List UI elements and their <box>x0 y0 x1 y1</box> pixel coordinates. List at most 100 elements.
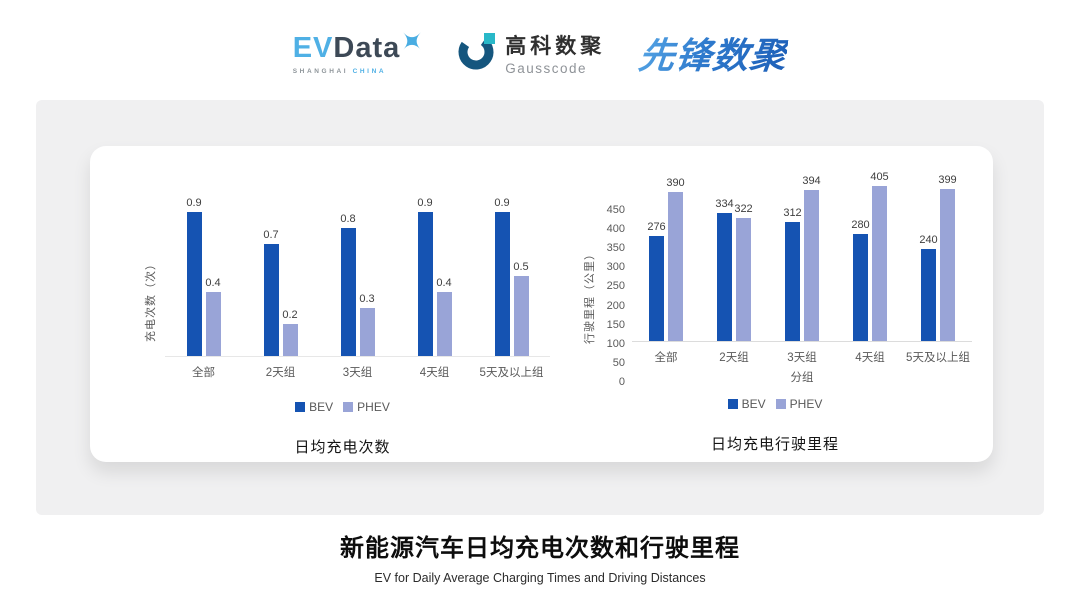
category-label: 5天及以上组 <box>479 367 544 379</box>
y-tick-label: 250 <box>606 280 625 293</box>
bar-group: 0.8 0.3 <box>327 197 389 356</box>
y-tick-label: 200 <box>606 299 625 312</box>
evdata-china-text: CHINA <box>352 67 387 75</box>
data-label: 0.8 <box>340 213 356 225</box>
content-card: 充电次数（次） 0.9 0.4 0.7 0.2 0.8 0.3 0.9 0.4 0.9 0.5 全… <box>36 100 1044 515</box>
category-axis: 全部 2天组 3天组 4天组 5天及以上组 <box>632 349 972 365</box>
category-label: 3天组 <box>342 367 373 379</box>
bev-bar <box>263 244 279 356</box>
phev-bar <box>872 186 887 341</box>
charts-panel: 充电次数（次） 0.9 0.4 0.7 0.2 0.8 0.3 0.9 0.4 0.9 0.5 全… <box>90 146 993 462</box>
category-label: 全部 <box>192 367 215 379</box>
phev-bar <box>736 217 751 341</box>
bar-group: 280 405 <box>839 170 901 341</box>
bar-group: 312 394 <box>771 170 833 341</box>
legend: BEV PHEV <box>295 400 390 414</box>
data-label: 399 <box>938 173 957 186</box>
data-label: 0.5 <box>513 261 529 273</box>
phev-bar <box>359 308 375 356</box>
y-tick-label: 400 <box>606 223 625 236</box>
charging-times-chart: 充电次数（次） 0.9 0.4 0.7 0.2 0.8 0.3 0.9 0.4 0.9 0.5 全… <box>120 197 565 457</box>
phev-bar <box>282 324 298 356</box>
evdata-shanghai-text: SHANGHAI <box>292 67 349 75</box>
legend-label: PHEV <box>789 397 823 411</box>
legend-swatch <box>727 399 738 409</box>
legend-item-bev: BEV <box>727 397 766 411</box>
y-tick-label: 450 <box>606 204 625 216</box>
data-label: 0.9 <box>417 197 433 209</box>
phev-bar <box>940 188 955 341</box>
y-tick-label: 0 <box>618 376 625 388</box>
legend: BEV PHEV <box>727 397 823 411</box>
chart-title: 日均充电行驶里程 <box>710 436 839 453</box>
bar-group: 276 390 <box>635 170 697 341</box>
phev-bar <box>436 292 452 356</box>
bar-group: 240 399 <box>907 170 969 341</box>
legend-label: PHEV <box>357 400 390 414</box>
evdata-ev-text: EV <box>292 31 334 64</box>
data-label: 312 <box>783 206 802 219</box>
y-tick-label: 50 <box>612 356 625 369</box>
bar-group: 334 322 <box>703 170 765 341</box>
y-tick-label: 300 <box>606 261 625 274</box>
category-label: 4天组 <box>855 352 885 364</box>
data-label: 0.4 <box>205 277 221 289</box>
bev-bar <box>186 212 202 356</box>
chart-title: 日均充电次数 <box>294 439 391 456</box>
driving-distance-chart: 行驶里程（公里） 0 50 100 150 200 250 300 350 400 450 276… <box>568 170 982 454</box>
pioneer-logo: 先锋数聚 <box>637 27 790 79</box>
data-label: 334 <box>715 198 734 211</box>
bar-group: 0.9 0.5 <box>481 197 543 356</box>
plot-area: 0.9 0.4 0.7 0.2 0.8 0.3 0.9 0.4 0.9 0.5 <box>165 197 550 357</box>
gausscode-text: 高科数聚 Gausscode <box>505 30 605 76</box>
bev-bar <box>649 235 664 341</box>
legend-item-phev: PHEV <box>343 400 390 414</box>
evdata-wordmark: EV Data <box>293 32 424 65</box>
data-label: 0.4 <box>436 277 452 289</box>
logo-row: EV Data SHANGHAI CHINA 高科数聚 Gausscode 先 <box>0 24 1080 82</box>
bar-group: 0.7 0.2 <box>250 197 312 356</box>
data-label: 0.9 <box>494 197 510 209</box>
legend-swatch <box>295 402 306 412</box>
data-label: 394 <box>802 175 821 188</box>
phev-bar <box>205 292 221 356</box>
data-label: 0.7 <box>263 229 279 241</box>
data-label: 390 <box>666 176 685 189</box>
bev-bar <box>417 212 433 356</box>
legend-swatch <box>775 399 786 409</box>
bev-bar <box>340 228 356 356</box>
x-axis-title: 分组 <box>790 372 814 384</box>
bev-bar <box>717 213 732 341</box>
category-label: 3天组 <box>787 352 817 364</box>
legend-swatch <box>343 402 354 412</box>
data-label: 240 <box>919 234 938 247</box>
footer: 新能源汽车日均充电次数和行驶里程 EV for Daily Average Ch… <box>0 528 1080 585</box>
y-axis-title: 充电次数（次） <box>145 258 157 342</box>
bev-bar <box>494 212 510 356</box>
legend-label: BEV <box>309 400 334 414</box>
bev-bar <box>853 233 868 341</box>
data-label: 280 <box>851 218 870 231</box>
gausscode-logo: 高科数聚 Gausscode <box>457 30 605 76</box>
propeller-x-icon <box>401 26 423 59</box>
data-label: 405 <box>870 171 889 184</box>
main-title: 新能源汽车日均充电次数和行驶里程 <box>340 535 740 562</box>
data-label: 322 <box>734 202 753 215</box>
plot-area: 276 390 334 322 312 394 280 405 240 399 <box>632 170 972 342</box>
bar-group: 0.9 0.4 <box>173 197 235 356</box>
data-label: 276 <box>647 220 666 233</box>
gausscode-cn-text: 高科数聚 <box>505 35 606 58</box>
y-tick-label: 350 <box>606 242 625 255</box>
category-label: 2天组 <box>719 352 749 364</box>
legend-label: BEV <box>741 397 766 411</box>
y-tick-label: 100 <box>606 337 625 350</box>
y-tick-label: 150 <box>606 318 625 331</box>
bar-group: 0.9 0.4 <box>404 197 466 356</box>
data-label: 0.2 <box>282 309 298 321</box>
evdata-subtitle: SHANGHAI CHINA <box>293 68 386 75</box>
category-axis: 全部 2天组 3天组 4天组 5天及以上组 <box>165 364 550 380</box>
gausscode-g-icon <box>457 31 497 76</box>
evdata-data-text: Data <box>333 31 401 64</box>
y-axis-ticks: 0 50 100 150 200 250 300 350 400 450 <box>600 204 632 388</box>
legend-item-phev: PHEV <box>775 397 823 411</box>
